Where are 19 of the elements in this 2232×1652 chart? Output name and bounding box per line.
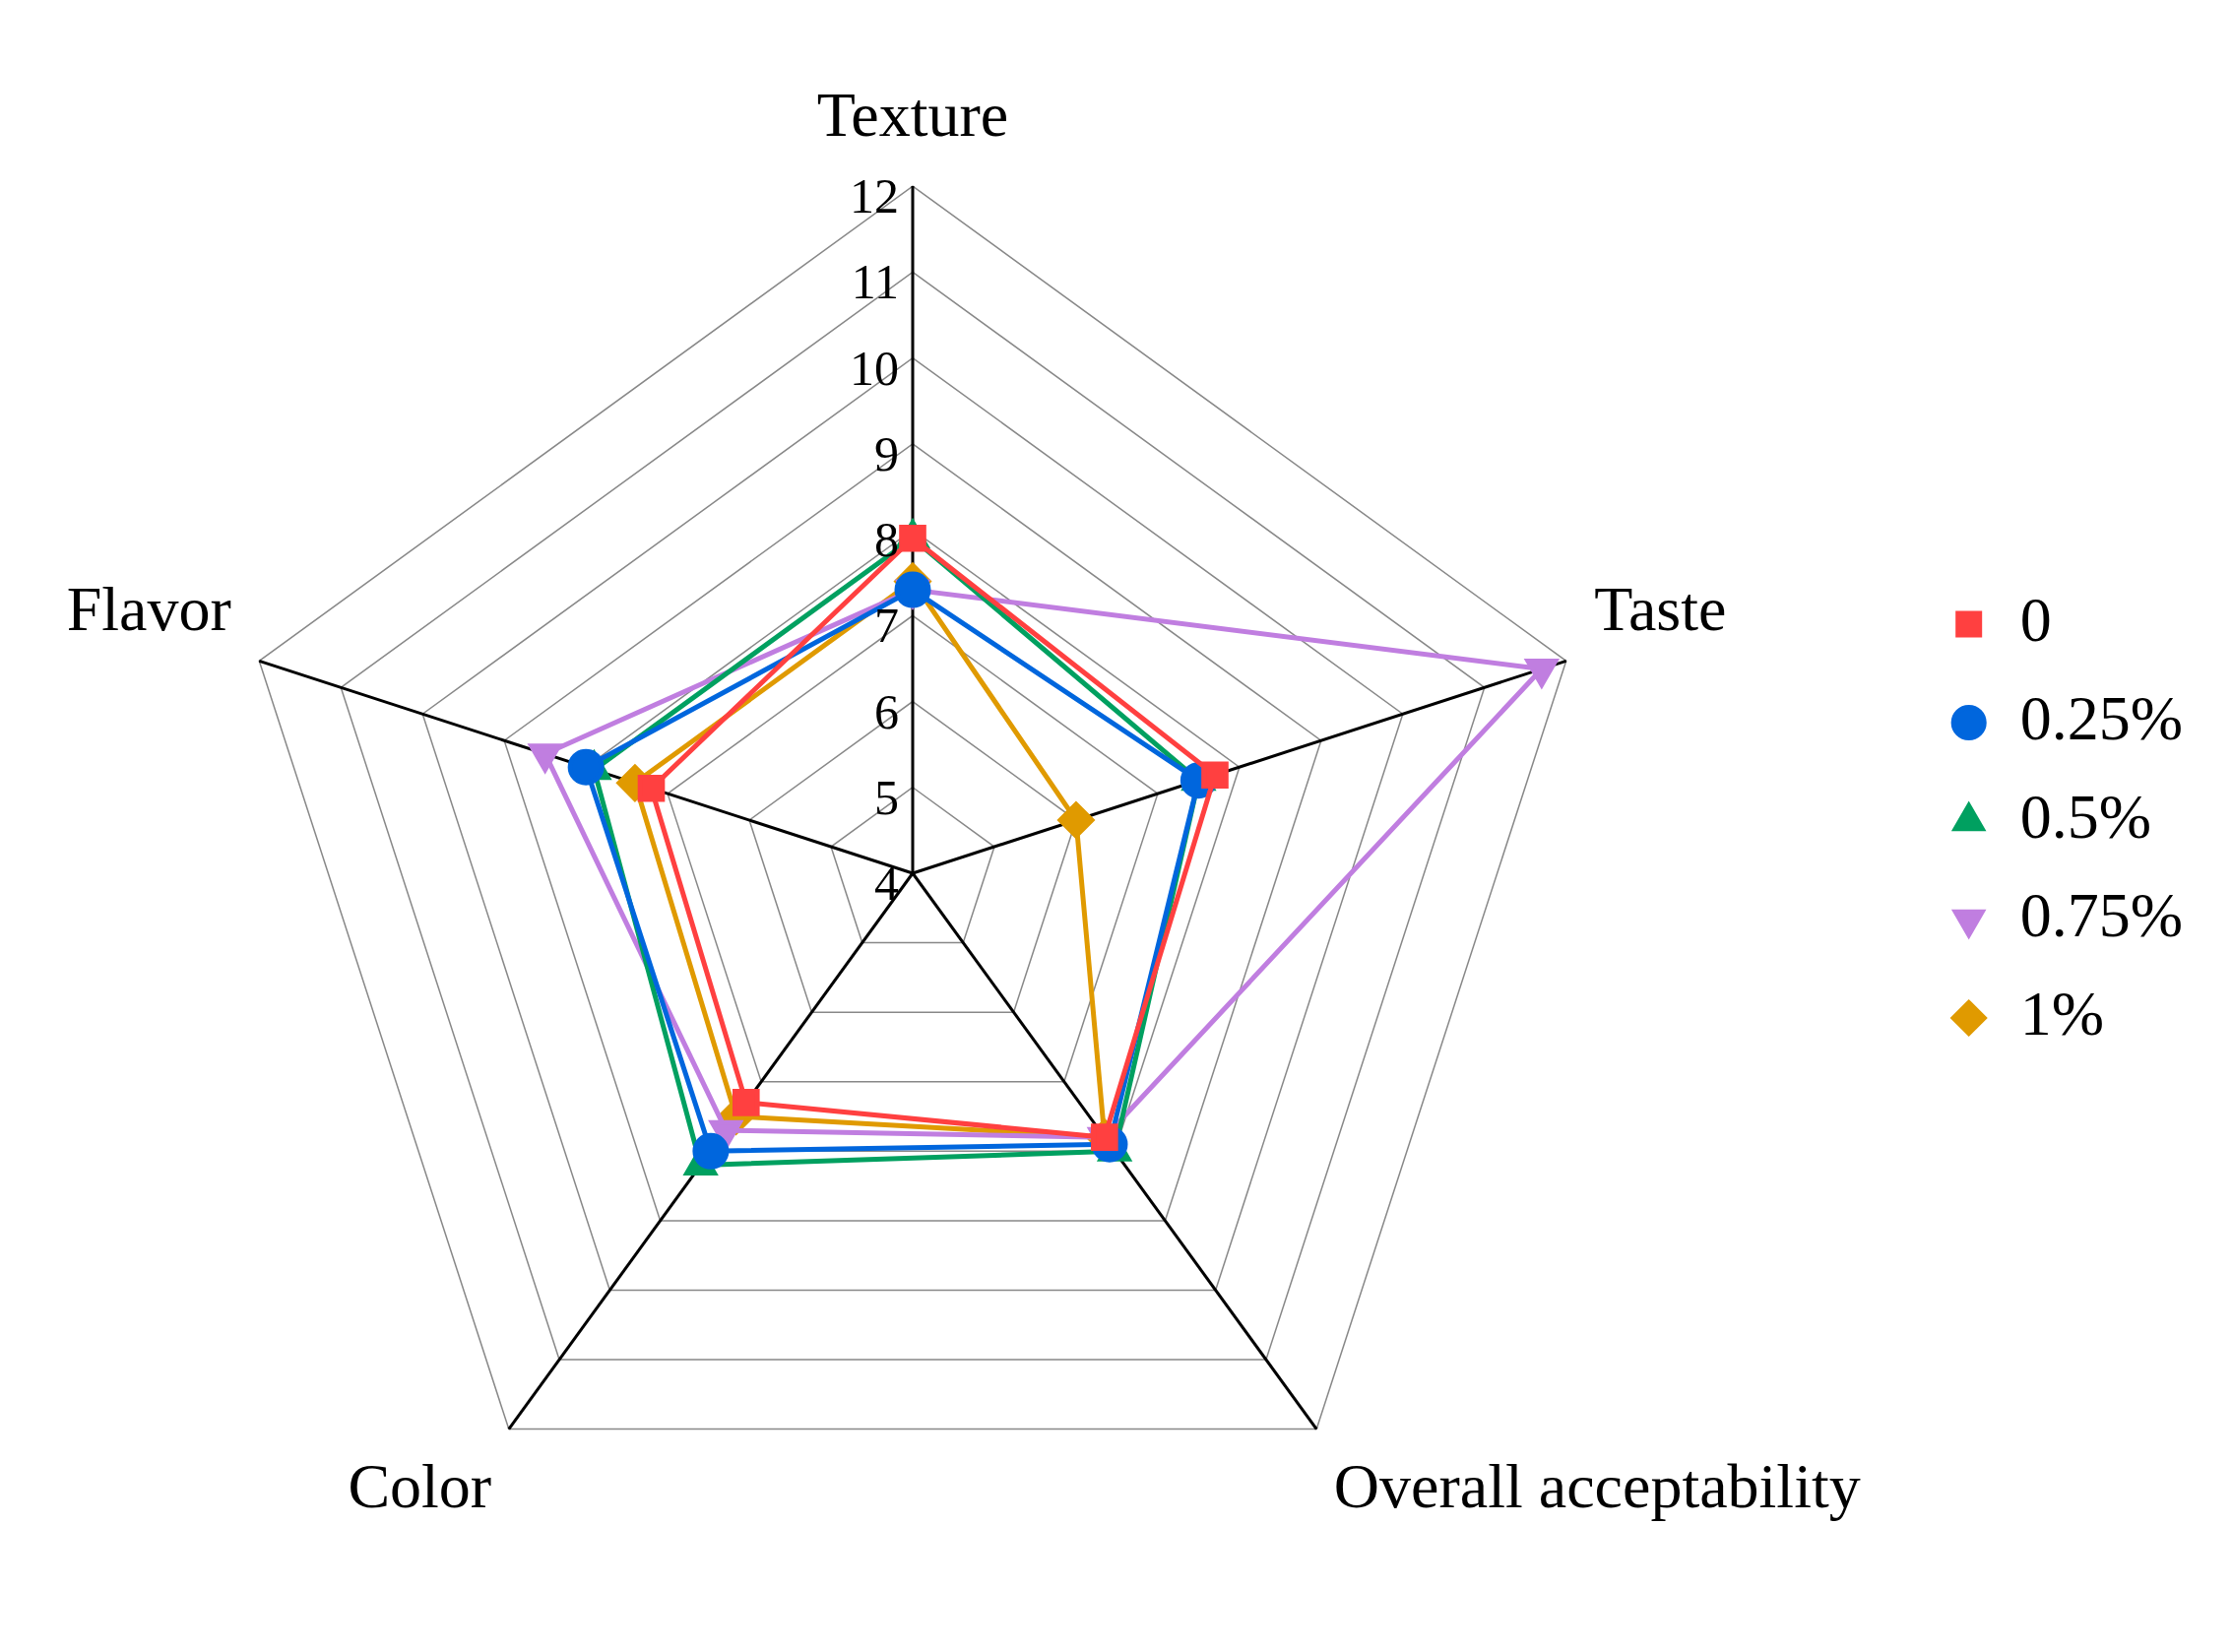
spoke-label: Taste <box>1594 574 1727 645</box>
spoke-label: Texture <box>816 79 1009 150</box>
y-tick-label: 7 <box>874 598 899 654</box>
y-tick-label: 6 <box>874 683 899 739</box>
legend-label: 1% <box>2019 978 2104 1048</box>
y-tick-label: 4 <box>874 856 899 912</box>
spoke-label: Overall acceptability <box>1333 1451 1861 1522</box>
y-tick-label: 11 <box>851 254 899 310</box>
legend-label: 0.5% <box>2019 781 2151 852</box>
y-tick-label: 10 <box>850 340 899 396</box>
y-tick-label: 9 <box>874 425 899 481</box>
spoke-label: Color <box>348 1451 492 1522</box>
spoke-label: Flavor <box>66 574 231 645</box>
y-tick-label: 8 <box>874 512 899 568</box>
legend-label: 0.25% <box>2019 682 2183 753</box>
y-tick-label: 12 <box>850 168 899 224</box>
legend-label: 0.75% <box>2019 879 2183 950</box>
y-tick-label: 5 <box>874 769 899 825</box>
legend-label: 0 <box>2019 584 2052 655</box>
